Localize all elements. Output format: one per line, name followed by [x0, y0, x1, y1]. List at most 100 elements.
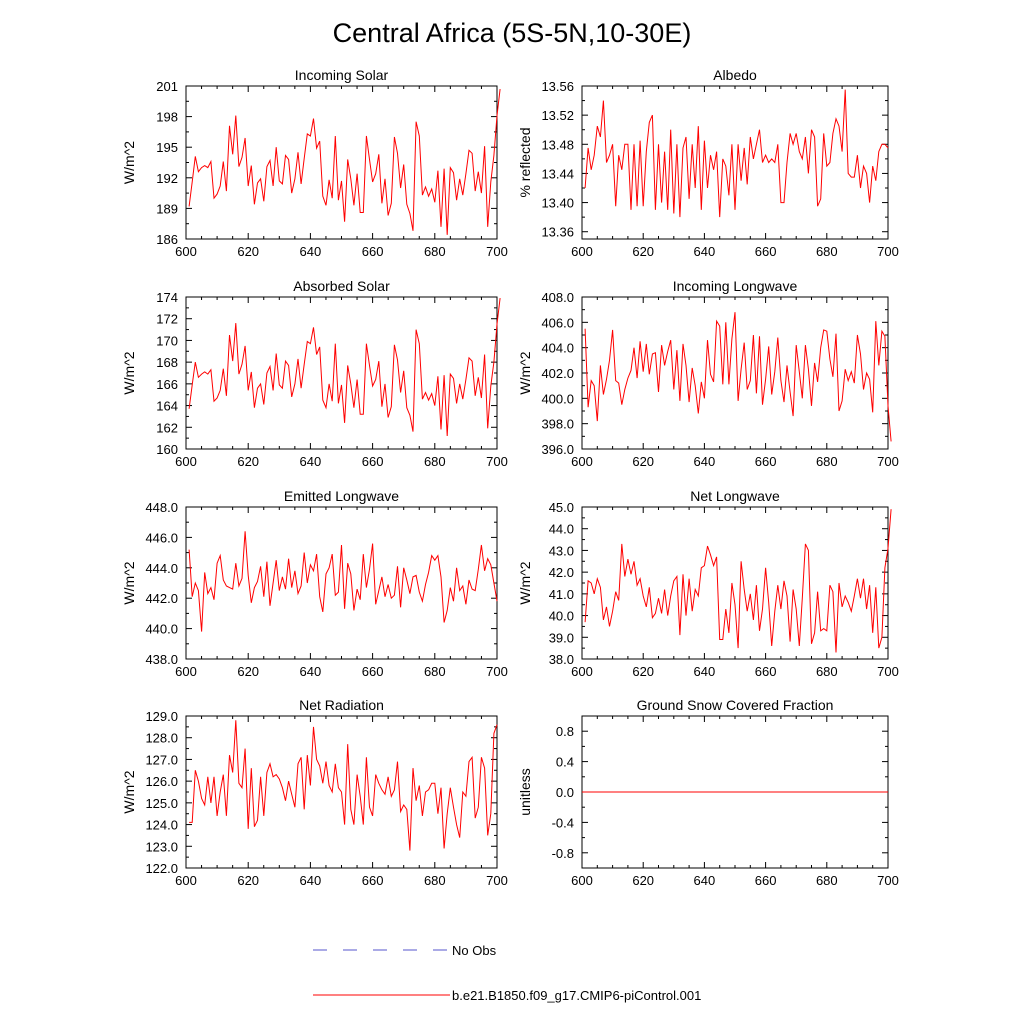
panel-title: Incoming Longwave [673, 278, 798, 294]
x-tick-label: 600 [175, 664, 197, 679]
y-axis-label: W/m^2 [121, 141, 137, 184]
y-tick-label: 398.0 [541, 417, 574, 432]
y-tick-label: 0.0 [556, 785, 574, 800]
panel-net-longwave: Net Longwave W/m^2 600 620 640 660 680 700 38.0 3… [517, 488, 899, 679]
panel-net-radiation: Net Radiation W/m^2 600 620 640 660 680 700 122.… [121, 697, 508, 888]
y-tick-label: 41.0 [549, 587, 574, 602]
y-tick-label: 195 [156, 140, 178, 155]
plot-frame [185, 296, 498, 450]
series-line-model [189, 720, 498, 851]
panel-incoming-longwave: Incoming Longwave W/m^2 600 620 640 660 680 700… [517, 278, 899, 469]
x-tick-label: 640 [300, 873, 322, 888]
y-tick-label: 126.0 [145, 774, 178, 789]
series-line-model [584, 89, 889, 218]
y-tick-label: 39.0 [549, 630, 574, 645]
series-line-model [188, 89, 501, 235]
x-tick-label: 680 [816, 454, 838, 469]
x-tick-label: 660 [362, 244, 384, 259]
x-tick-label: 680 [816, 664, 838, 679]
y-tick-label: 168 [156, 355, 178, 370]
y-tick-label: 40.0 [549, 609, 574, 624]
y-tick-label: 122.0 [145, 861, 178, 876]
y-tick-label: 38.0 [549, 652, 574, 667]
x-tick-label: 620 [237, 873, 259, 888]
legend: No Obs b.e21.B1850.f09_g17.CMIP6-piContr… [313, 943, 701, 1003]
y-tick-label: 128.0 [145, 731, 178, 746]
y-tick-label: 13.52 [541, 108, 574, 123]
x-tick-label: 700 [486, 873, 508, 888]
y-tick-label: 448.0 [145, 500, 178, 515]
panel-title: Absorbed Solar [293, 278, 390, 294]
y-tick-label: 396.0 [541, 442, 574, 457]
y-tick-label: 170 [156, 333, 178, 348]
y-tick-label: 201 [156, 79, 178, 94]
y-tick-label: 127.0 [145, 752, 178, 767]
y-tick-label: 444.0 [145, 561, 178, 576]
panel-ground-snow-covered-fraction: Ground Snow Covered Fraction unitless 600 6… [517, 697, 899, 888]
series-line-model [584, 509, 892, 653]
x-tick-label: 700 [877, 664, 899, 679]
panel-title: Emitted Longwave [284, 488, 399, 504]
y-axis-label: W/m^2 [121, 561, 137, 604]
y-tick-label: 438.0 [145, 652, 178, 667]
y-tick-label: 172 [156, 312, 178, 327]
x-tick-label: 660 [362, 454, 384, 469]
x-tick-label: 700 [486, 244, 508, 259]
x-tick-label: 640 [300, 454, 322, 469]
panel-title: Net Longwave [690, 488, 780, 504]
x-tick-label: 700 [486, 454, 508, 469]
legend-obs-label: No Obs [452, 943, 497, 958]
x-tick-label: 660 [362, 873, 384, 888]
x-tick-label: 660 [362, 664, 384, 679]
y-tick-label: 13.36 [541, 225, 574, 240]
plot-frame [581, 506, 889, 660]
x-tick-label: 660 [755, 454, 777, 469]
x-tick-label: 680 [424, 664, 446, 679]
figure-title: Central Africa (5S-5N,10-30E) [333, 18, 692, 48]
x-tick-label: 700 [877, 244, 899, 259]
x-tick-label: 640 [694, 244, 716, 259]
x-tick-label: 620 [237, 454, 259, 469]
x-tick-label: 680 [424, 244, 446, 259]
panel-title: Net Radiation [299, 697, 384, 713]
x-tick-label: 660 [755, 664, 777, 679]
y-tick-label: 164 [156, 399, 178, 414]
y-tick-label: 44.0 [549, 522, 574, 537]
series-line-model [188, 298, 501, 437]
x-tick-label: 640 [300, 664, 322, 679]
x-tick-label: 640 [300, 244, 322, 259]
y-tick-label: 43.0 [549, 543, 574, 558]
x-tick-label: 660 [755, 244, 777, 259]
x-tick-label: 620 [632, 244, 654, 259]
y-tick-label: 186 [156, 232, 178, 247]
y-tick-label: 124.0 [145, 818, 178, 833]
y-axis-label: W/m^2 [121, 351, 137, 394]
y-tick-label: 440.0 [145, 622, 178, 637]
x-tick-label: 680 [816, 244, 838, 259]
y-tick-label: -0.4 [552, 815, 574, 830]
y-tick-label: 406.0 [541, 315, 574, 330]
y-tick-label: 13.56 [541, 79, 574, 94]
x-tick-label: 620 [237, 244, 259, 259]
plot-frame [185, 506, 498, 660]
y-tick-label: 189 [156, 201, 178, 216]
plot-frame [581, 85, 889, 240]
x-tick-label: 640 [694, 454, 716, 469]
y-axis-label: W/m^2 [517, 561, 533, 604]
y-tick-label: 160 [156, 442, 178, 457]
y-tick-label: 0.4 [556, 755, 574, 770]
y-tick-label: 125.0 [145, 796, 178, 811]
x-tick-label: 600 [175, 873, 197, 888]
panel-albedo: Albedo % reflected 600 620 640 660 680 700 13.36… [517, 67, 899, 259]
panel-absorbed-solar: Absorbed Solar W/m^2 600 620 640 660 680 700 160… [121, 278, 508, 469]
series-line-model [584, 312, 892, 442]
x-tick-label: 600 [571, 873, 593, 888]
y-tick-label: 123.0 [145, 839, 178, 854]
y-tick-label: 13.44 [541, 166, 574, 181]
x-tick-label: 640 [694, 873, 716, 888]
y-tick-label: 402.0 [541, 366, 574, 381]
y-tick-label: 198 [156, 110, 178, 125]
x-tick-label: 620 [632, 664, 654, 679]
y-axis-label: unitless [517, 768, 533, 815]
x-tick-label: 660 [755, 873, 777, 888]
